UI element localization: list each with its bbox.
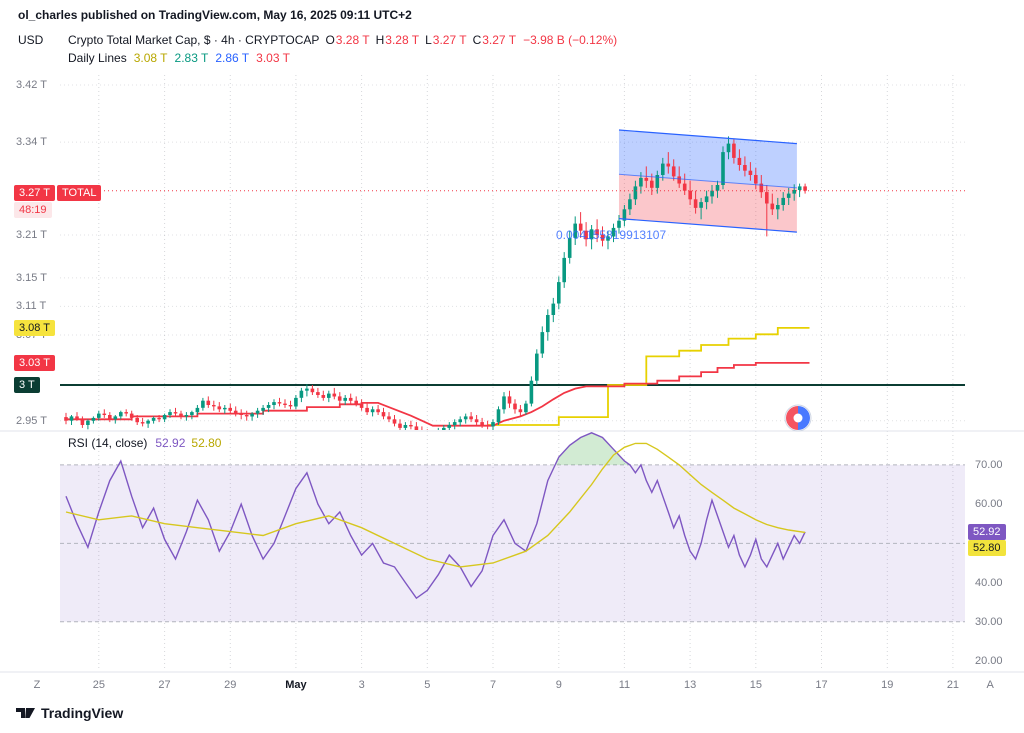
bar-countdown: 48:19 bbox=[14, 201, 52, 218]
current-price-badge: 3.27 T TOTAL 48:19 bbox=[14, 183, 102, 218]
tradingview-logo-icon bbox=[16, 708, 35, 718]
symbol-tag: TOTAL bbox=[57, 184, 102, 201]
publisher-log-icon bbox=[784, 404, 812, 432]
publish-info: ol_charles published on TradingView.com,… bbox=[18, 8, 412, 22]
rsi-ma-value: 52.80 bbox=[191, 436, 222, 450]
drawing-value-label: 0.004155819913107 bbox=[556, 228, 667, 242]
footer: TradingView bbox=[16, 705, 123, 721]
rsi-ma-value-badge: 52.80 bbox=[968, 539, 1006, 556]
rsi-value: 52.92 bbox=[155, 436, 186, 450]
daily-line-value: 3.03 T bbox=[256, 51, 290, 65]
daily-line-upper-badge: 3.08 T bbox=[14, 319, 55, 336]
symbol-title: Crypto Total Market Cap, $ · 4h · CRYPTO… bbox=[68, 33, 320, 47]
daily-line-lower-badge: 3.03 T bbox=[14, 354, 55, 371]
daily-line-value: 2.86 T bbox=[215, 51, 250, 65]
daily-line-value: 2.83 T bbox=[174, 51, 209, 65]
ohlc-label: L bbox=[425, 33, 432, 47]
ohlc-value: 3.27 T bbox=[432, 33, 467, 47]
current-price-value: 3.27 T bbox=[14, 184, 55, 201]
symbol-legend[interactable]: Crypto Total Market Cap, $ · 4h · CRYPTO… bbox=[68, 33, 617, 47]
ohlc-value: 3.27 T bbox=[482, 33, 517, 47]
change-value: −3.98 B (−0.12%) bbox=[523, 33, 618, 47]
ohlc-value: 3.28 T bbox=[335, 33, 370, 47]
ohlc-label: O bbox=[325, 33, 335, 47]
currency-toggle[interactable]: USD bbox=[18, 33, 44, 47]
ohlc-value: 3.28 T bbox=[385, 33, 420, 47]
daily-line-value: 3.08 T bbox=[133, 51, 168, 65]
brand-name: TradingView bbox=[41, 705, 124, 721]
daily-lines-label: Daily Lines bbox=[68, 51, 127, 65]
ohlc-label: H bbox=[375, 33, 385, 47]
level-3t-badge: 3 T bbox=[14, 377, 40, 393]
rsi-title: RSI (14, close) bbox=[68, 436, 148, 450]
ohlc-values: O3.28 T H3.28 T L3.27 T C3.27 T bbox=[319, 33, 516, 47]
rsi-legend[interactable]: RSI (14, close) 52.92 52.80 bbox=[68, 436, 221, 450]
ohlc-label: C bbox=[472, 33, 482, 47]
daily-lines-values: 3.08 T 2.83 T 2.86 T 3.03 T bbox=[127, 51, 290, 65]
daily-lines-legend[interactable]: Daily Lines 3.08 T 2.83 T 2.86 T 3.03 T bbox=[68, 51, 290, 65]
rsi-value-badge: 52.92 bbox=[968, 523, 1006, 540]
